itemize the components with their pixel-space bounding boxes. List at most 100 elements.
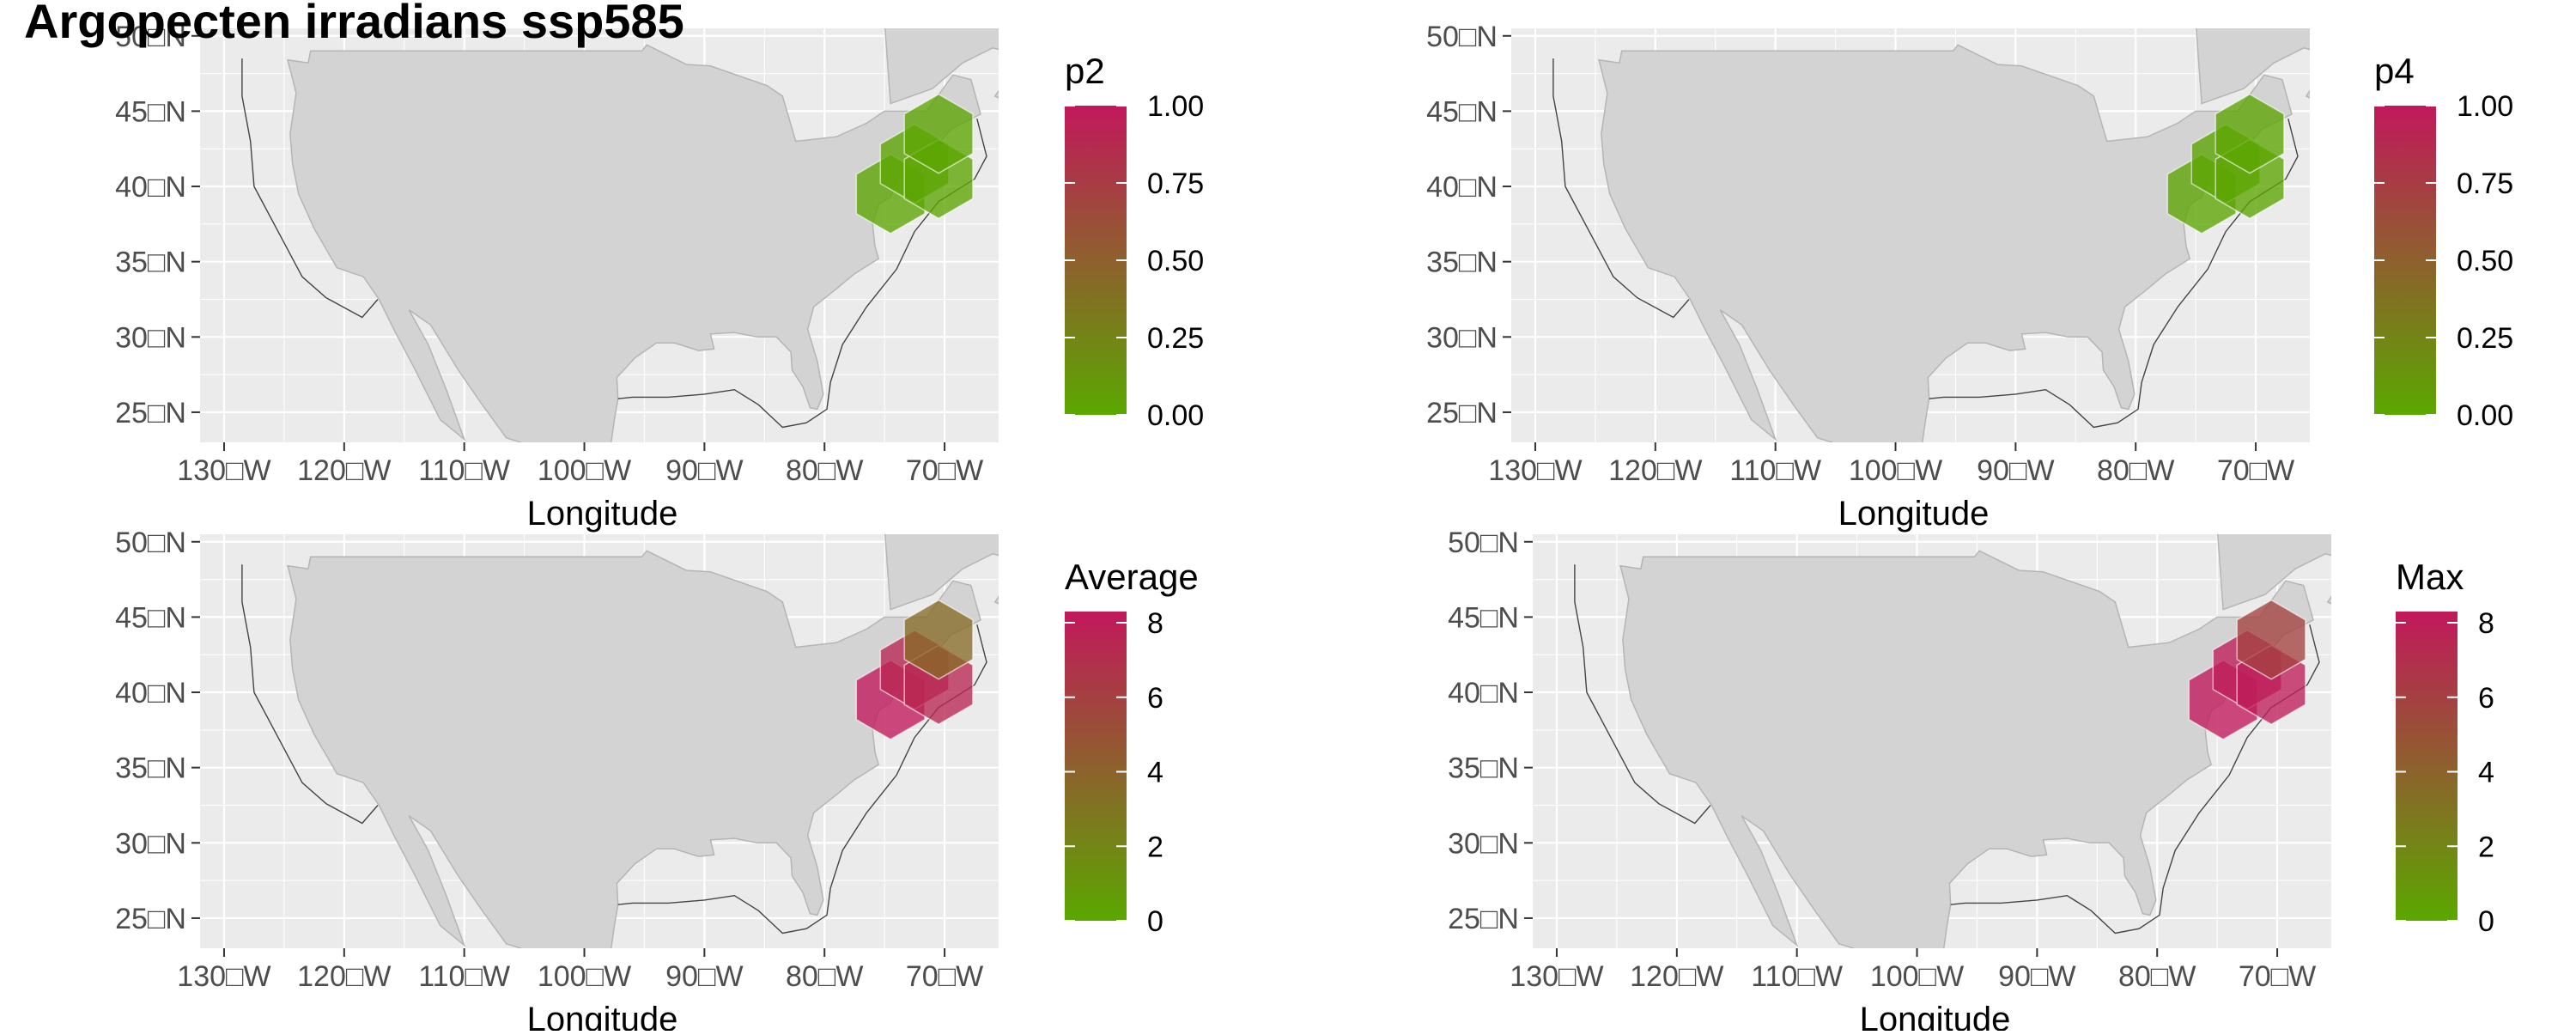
x-tick-label: 120□W (297, 454, 391, 487)
legend-title: Average (1065, 557, 1199, 597)
y-tick-label: 50□N (115, 527, 186, 559)
y-tick-label: 25□N (115, 397, 186, 429)
y-tick-label: 50□N (115, 21, 186, 53)
eez-outline-west (241, 58, 379, 319)
y-tick-label: 40□N (1426, 171, 1498, 204)
us-land (287, 550, 981, 948)
y-tick-label: 50□N (1426, 21, 1498, 53)
y-tick-label: 35□N (1448, 752, 1519, 785)
y-tick-label: 30□N (1448, 827, 1519, 860)
legend-title: p4 (2374, 51, 2415, 91)
legend-break-label: 0.00 (1147, 399, 1204, 432)
x-tick-label: 70□W (906, 960, 983, 993)
legend-break-label: 0 (1147, 905, 1163, 938)
legend-colorbar (2396, 612, 2458, 921)
canada-land (884, 534, 999, 611)
legend-break-label: 8 (2478, 607, 2494, 640)
canada-land (884, 28, 999, 105)
y-tick-label: 45□N (1448, 601, 1519, 634)
figure-title: Argopecten irradians ssp585 (24, 0, 684, 48)
y-tick-label: 45□N (115, 601, 186, 634)
x-tick-label: 100□W (538, 960, 631, 993)
x-tick-label: 110□W (1751, 960, 1843, 993)
legend-break-label: 0.50 (1147, 245, 1204, 277)
canada-land (2216, 534, 2331, 611)
legend-break-label: 0.50 (2457, 245, 2513, 277)
map-layer (241, 534, 999, 948)
map-layer (1574, 534, 2331, 948)
canada-land (2195, 28, 2310, 105)
x-tick-label: 70□W (2239, 960, 2316, 993)
us-land (1619, 550, 2314, 948)
x-axis-label: Longitude (1860, 1001, 2011, 1031)
x-tick-label: 90□W (1977, 454, 2054, 487)
x-tick-label: 130□W (177, 960, 270, 993)
hex-cell (2215, 93, 2285, 174)
legend-break-label: 4 (1147, 757, 1163, 789)
y-tick-label: 45□N (115, 95, 186, 128)
x-tick-label: 90□W (665, 960, 743, 993)
eez-outline-west (241, 564, 379, 825)
legend-title: p2 (1065, 51, 1105, 91)
legend-break-label: 1.00 (2457, 90, 2513, 123)
x-tick-label: 110□W (418, 960, 510, 993)
legend-break-label: 0.25 (2457, 322, 2513, 355)
panel-0: 25□N 30□N 35□N 40□N 45□N 50□N 130□W 120□W 110□W 1… (115, 21, 1204, 533)
y-tick-label: 25□N (115, 903, 186, 935)
x-tick-label: 120□W (1608, 454, 1702, 487)
legend-break-label: 6 (2478, 682, 2494, 715)
x-tick-label: 120□W (297, 960, 391, 993)
x-tick-label: 100□W (538, 454, 631, 487)
legend-break-label: 1.00 (1147, 90, 1204, 123)
y-tick-label: 40□N (115, 677, 186, 709)
x-tick-label: 100□W (1870, 960, 1964, 993)
legend-colorbar (1065, 612, 1127, 921)
x-tick-label: 130□W (177, 454, 270, 487)
y-tick-label: 35□N (115, 752, 186, 785)
x-tick-label: 110□W (418, 454, 510, 487)
x-tick-label: 130□W (1488, 454, 1582, 487)
y-tick-label: 35□N (1426, 247, 1498, 279)
x-tick-label: 120□W (1630, 960, 1723, 993)
y-tick-label: 30□N (1426, 321, 1498, 354)
legend-break-label: 6 (1147, 682, 1163, 715)
panel-1: 25□N 30□N 35□N 40□N 45□N 50□N 130□W 120□W 110□W 1… (1426, 21, 2513, 533)
legend-break-label: 0.00 (2457, 399, 2513, 432)
y-tick-label: 45□N (1426, 95, 1498, 128)
y-tick-label: 50□N (1448, 527, 1519, 559)
y-tick-label: 30□N (115, 827, 186, 860)
legend-break-label: 2 (2478, 831, 2494, 863)
map-layer (241, 28, 999, 442)
x-tick-label: 80□W (786, 960, 863, 993)
x-tick-label: 80□W (786, 454, 863, 487)
x-tick-label: 130□W (1510, 960, 1603, 993)
us-land (1598, 44, 2293, 442)
legend-break-label: 0.75 (2457, 167, 2513, 200)
x-tick-label: 110□W (1729, 454, 1821, 487)
panel-2: 25□N 30□N 35□N 40□N 45□N 50□N 130□W 120□W 110□W 1… (115, 527, 1199, 1035)
panel-3: 25□N 30□N 35□N 40□N 45□N 50□N 130□W 120□W 110□W 1… (1448, 527, 2494, 1035)
x-tick-label: 100□W (1849, 454, 1942, 487)
x-axis-label: Longitude (527, 1001, 678, 1031)
y-tick-label: 25□N (1448, 903, 1519, 935)
y-tick-label: 35□N (115, 247, 186, 279)
x-tick-label: 80□W (2118, 960, 2196, 993)
x-axis-label: Longitude (1838, 495, 1990, 533)
x-tick-label: 90□W (1998, 960, 2075, 993)
legend-title: Max (2396, 557, 2464, 597)
eez-outline-west (1574, 564, 1711, 825)
x-tick-label: 80□W (2097, 454, 2174, 487)
us-land (287, 44, 981, 442)
y-tick-label: 40□N (1448, 677, 1519, 709)
y-tick-label: 25□N (1426, 397, 1498, 429)
legend-break-label: 8 (1147, 607, 1163, 640)
x-tick-label: 70□W (2217, 454, 2294, 487)
hex-cell (2236, 599, 2306, 680)
x-tick-label: 70□W (906, 454, 983, 487)
legend-break-label: 2 (1147, 831, 1163, 863)
y-tick-label: 40□N (115, 171, 186, 204)
legend-break-label: 0 (2478, 905, 2494, 938)
hex-cell (903, 599, 974, 680)
